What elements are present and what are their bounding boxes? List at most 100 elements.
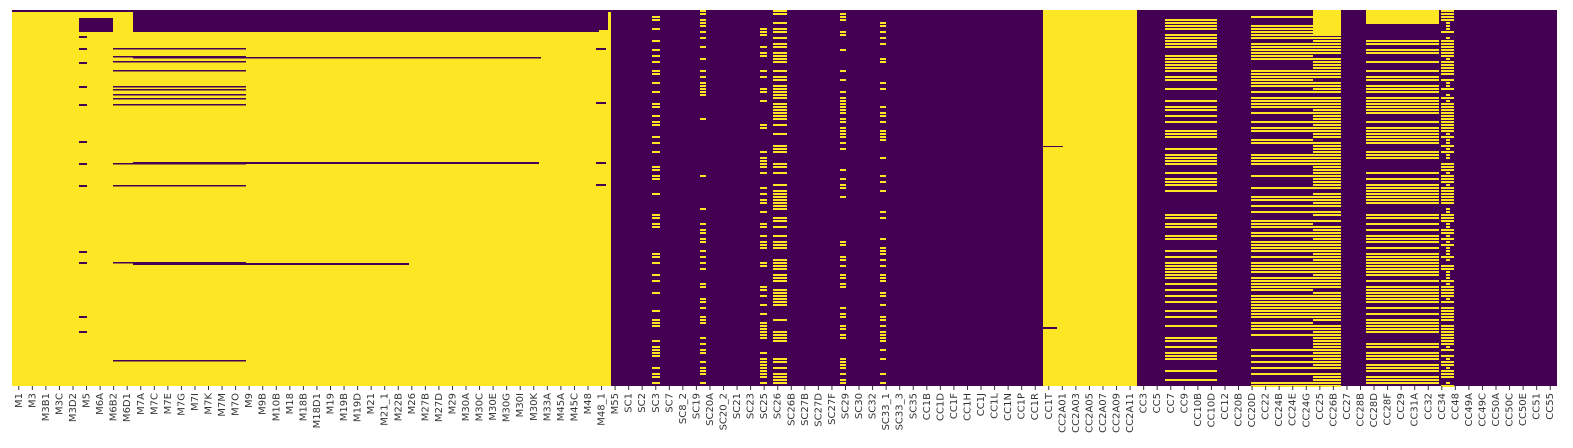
cc-present-stripe	[1251, 49, 1313, 51]
cc-present-stripe	[1313, 250, 1341, 252]
sc-present-stripe	[880, 211, 886, 213]
sc-present-stripe	[652, 217, 660, 219]
sc-present-stripe	[840, 133, 846, 135]
cc-present-stripe	[1446, 103, 1450, 105]
x-tick-label: CC55	[1545, 393, 1556, 420]
x-tick-label: SC33_3	[895, 393, 906, 430]
sc-present-stripe	[880, 319, 886, 321]
cc-present-stripe	[1446, 178, 1450, 180]
cc-present-stripe	[1446, 52, 1450, 54]
sc-present-stripe	[652, 73, 660, 75]
cc-present-stripe	[1165, 295, 1217, 297]
cc-present-stripe	[1446, 67, 1450, 69]
sc-present-stripe	[773, 340, 787, 342]
sc-present-stripe	[652, 373, 660, 375]
m55-top-missing	[591, 10, 608, 30]
sc-present-stripe	[840, 241, 846, 243]
sc-present-stripe	[840, 337, 846, 339]
sc-present-stripe	[880, 274, 886, 276]
x-tick-label: SC27B	[800, 393, 811, 426]
sc-present-stripe	[773, 61, 787, 63]
sc-present-stripe	[760, 295, 767, 297]
cc-present-stripe	[1313, 187, 1341, 189]
x-tick-label: CC3	[1139, 393, 1150, 413]
sc-present-stripe	[840, 244, 846, 246]
cc-present-stripe	[1366, 223, 1439, 225]
cc-present-stripe	[1366, 103, 1439, 105]
sc-present-stripe	[760, 289, 767, 291]
cc-present-stripe	[1251, 223, 1313, 225]
sc-present-stripe	[880, 106, 886, 108]
sc-present-stripe	[840, 16, 846, 18]
cc-present-stripe	[1446, 226, 1450, 228]
sc-present-stripe	[840, 112, 846, 114]
sc-present-stripe	[700, 268, 706, 270]
sc-present-stripe	[652, 49, 660, 51]
x-tick-label: M18D1	[312, 393, 323, 428]
cc-present-stripe	[1165, 358, 1217, 360]
cc-present-stripe	[1446, 151, 1450, 153]
sc-present-stripe	[880, 121, 886, 123]
x-tick-label: SC20_2	[719, 393, 730, 430]
cc-present-stripe	[1366, 139, 1439, 141]
cc-present-stripe	[1313, 265, 1341, 267]
x-tick-label: CC1L	[990, 393, 1001, 419]
cc-present-stripe	[1165, 55, 1217, 57]
cc-present-stripe	[1366, 88, 1439, 90]
sc-present-stripe	[880, 316, 886, 318]
cc-present-stripe	[1313, 202, 1341, 204]
sc-present-stripe	[760, 199, 767, 201]
cc-present-stripe	[1251, 283, 1313, 285]
heatmap-cells	[12, 10, 1557, 387]
sc-present-stripe	[773, 70, 787, 72]
sc-present-stripe	[880, 190, 886, 192]
cc-present-stripe	[1165, 64, 1217, 66]
sc-present-stripe	[880, 112, 886, 114]
cc-present-stripe	[1446, 142, 1450, 144]
cc-present-stripe	[1165, 355, 1217, 357]
cc-present-stripe	[1251, 175, 1313, 177]
cc-present-stripe	[1313, 241, 1341, 243]
x-tick-label: M21	[366, 393, 377, 414]
sc-present-stripe	[652, 256, 660, 258]
cc-present-stripe	[1366, 199, 1439, 201]
sc-present-stripe	[880, 304, 886, 306]
cc-present-stripe	[1251, 226, 1313, 228]
m5-streak	[79, 316, 87, 318]
cc-present-stripe	[1251, 289, 1313, 291]
cc-present-stripe	[1446, 265, 1450, 267]
sc-present-stripe	[700, 283, 706, 285]
sc-present-stripe	[840, 265, 846, 267]
cc-present-stripe	[1313, 91, 1341, 93]
sc-present-stripe	[760, 247, 767, 249]
sc-present-stripe	[700, 238, 706, 240]
sc-present-stripe	[700, 91, 706, 93]
sc-present-stripe	[773, 367, 787, 369]
x-tick-label: SC30	[854, 393, 865, 419]
x-tick-label: M48_1	[597, 393, 608, 426]
sc-present-stripe	[773, 88, 787, 90]
cc-present-stripe	[1446, 274, 1450, 276]
sc-present-stripe	[760, 352, 767, 354]
cc-present-stripe	[1251, 25, 1313, 27]
block-cc-mixed	[1131, 10, 1557, 386]
sc-present-stripe	[840, 259, 846, 261]
m5-streak	[79, 262, 87, 264]
cc-present-stripe	[1313, 292, 1341, 294]
cc-present-stripe	[1165, 34, 1217, 36]
sc-present-stripe	[840, 373, 846, 375]
cc-present-stripe	[1313, 100, 1341, 102]
cc-present-stripe	[1366, 343, 1439, 345]
cc-present-stripe	[1313, 205, 1341, 207]
x-tick-label: SC7	[664, 393, 675, 413]
sc-present-stripe	[700, 382, 706, 384]
cc-present-stripe	[1446, 175, 1450, 177]
sc-present-stripe	[773, 262, 787, 264]
sc-present-stripe	[760, 31, 767, 33]
cc-present-stripe	[1446, 199, 1450, 201]
sc-present-stripe	[760, 202, 767, 204]
sc-present-stripe	[652, 82, 660, 84]
cc-present-stripe	[1366, 256, 1439, 258]
cc-present-stripe	[1165, 70, 1217, 72]
cc-present-stripe	[1446, 250, 1450, 252]
